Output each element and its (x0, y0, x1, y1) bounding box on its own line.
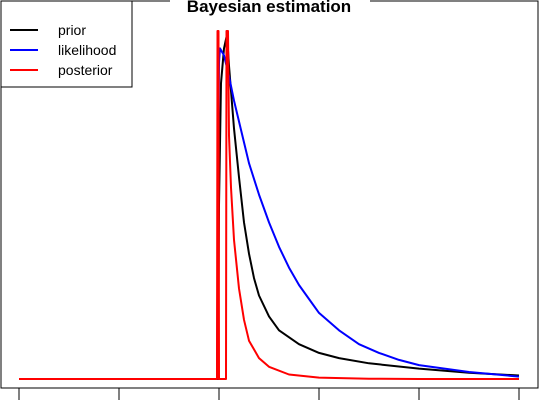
chart-title: Bayesian estimation (187, 0, 351, 16)
legend-box (0, 0, 133, 88)
series-line-posterior (19, 30, 519, 380)
legend: prior likelihood posterior (0, 0, 133, 88)
legend-label-likelihood: likelihood (58, 42, 116, 58)
x-axis-ticks (18, 388, 520, 400)
legend-label-prior: prior (58, 22, 86, 38)
series-line-likelihood (19, 47, 520, 380)
series-layer (19, 30, 520, 380)
series-line-prior (19, 33, 520, 380)
title-background (170, 0, 370, 15)
legend-label-posterior: posterior (58, 62, 113, 78)
